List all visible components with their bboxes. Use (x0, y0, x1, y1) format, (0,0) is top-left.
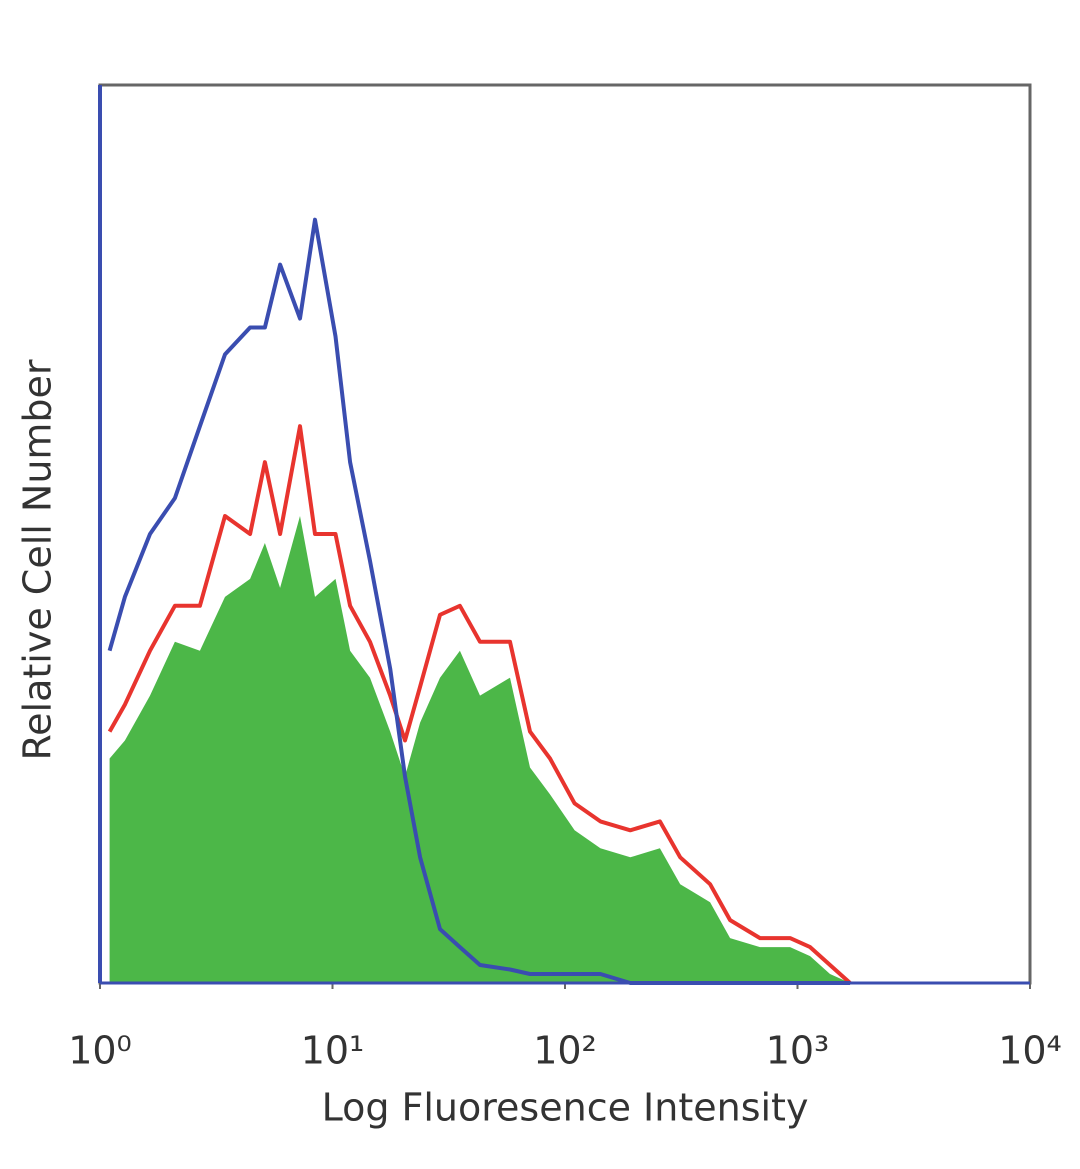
x-tick-label: 10⁴ (998, 1029, 1062, 1073)
y-axis-label: Relative Cell Number (16, 359, 60, 760)
x-tick-label: 10¹ (301, 1029, 365, 1073)
x-tick-label: 10³ (766, 1029, 830, 1073)
x-tick-label: 10⁰ (68, 1029, 132, 1073)
histogram-area (109, 516, 851, 983)
x-axis-label: Log Fluoresence Intensity (322, 1086, 809, 1130)
x-tick-label: 10² (533, 1029, 597, 1073)
histogram-line (107, 424, 852, 985)
